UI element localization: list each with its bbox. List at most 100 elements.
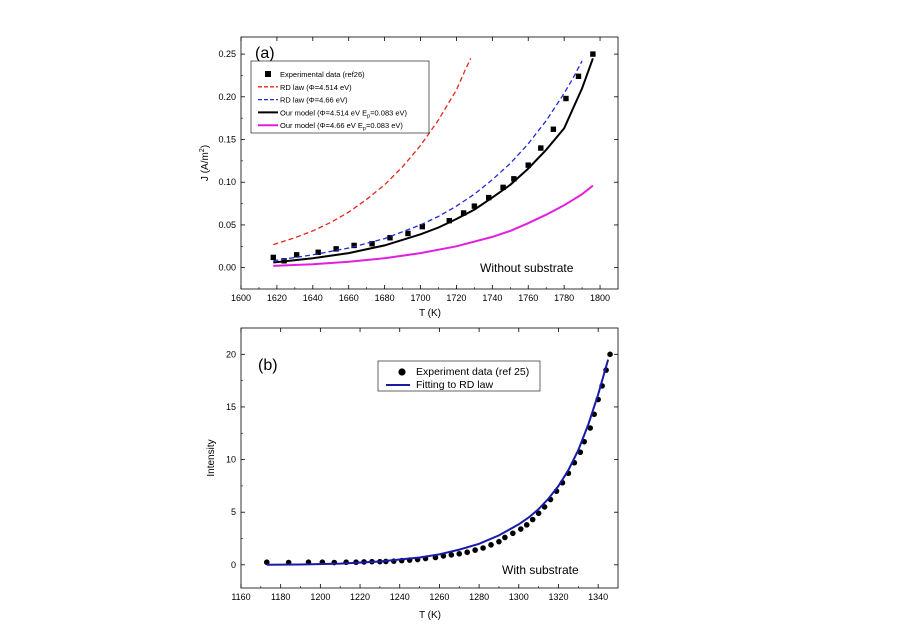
legend-label: Experimental data (ref26) xyxy=(280,70,365,79)
data-point xyxy=(500,184,506,191)
x-tick-label: 1340 xyxy=(588,592,608,602)
y-tick-label: 0.15 xyxy=(218,135,236,145)
data-point xyxy=(538,145,544,151)
x-tick-label: 1300 xyxy=(509,592,529,602)
data-point xyxy=(502,534,508,541)
data-point xyxy=(590,51,596,57)
legend-label: Our model (Φ=4.514 eV Ep=0.083 eV) xyxy=(280,108,408,119)
y-tick-label: 0.10 xyxy=(218,177,236,187)
x-tick-label: 1660 xyxy=(339,293,359,303)
data-point xyxy=(575,73,582,79)
y-tick-label: 10 xyxy=(226,455,236,465)
x-tick-label: 1180 xyxy=(271,592,290,602)
legend-label: Experiment data (ref 25) xyxy=(416,366,529,378)
y-tick-label: 5 xyxy=(231,507,236,517)
series-line xyxy=(273,184,594,267)
legend-b: Experiment data (ref 25)Fitting to RD la… xyxy=(377,360,541,392)
y-tick-label: 20 xyxy=(226,349,236,359)
series-line xyxy=(273,58,472,246)
x-tick-label: 1640 xyxy=(303,293,323,303)
y-tick-label: 0 xyxy=(231,560,236,570)
data-point xyxy=(293,252,300,258)
series-line xyxy=(266,359,610,566)
data-point xyxy=(523,522,530,528)
data-point xyxy=(472,547,478,553)
x-tick-label: 1200 xyxy=(310,592,330,602)
x-tick-label: 1220 xyxy=(350,592,370,602)
data-point xyxy=(529,516,536,523)
x-tick-label: 1800 xyxy=(590,293,610,303)
legend-a: Experimental data (ref26) RD law (Φ=4.514… xyxy=(250,60,430,134)
panel-b: 1160 1180 1200 1220 1240 1260 1280 1300 1320 1340… xyxy=(206,327,619,621)
x-tick-label: 1280 xyxy=(469,592,489,602)
data-point xyxy=(333,246,339,252)
data-point xyxy=(535,510,542,517)
legend-marker xyxy=(265,71,271,77)
y-tick-label: 0.05 xyxy=(218,220,236,230)
data-point xyxy=(387,235,393,241)
panel-label-a: (a) xyxy=(255,45,275,62)
plot-frame-a xyxy=(240,36,619,290)
annotation-a: Without substrate xyxy=(480,261,574,275)
x-tick-label: 1600 xyxy=(231,293,251,303)
data-point xyxy=(456,550,463,557)
x-tick-label: 1700 xyxy=(411,293,431,303)
y-tick-label: 0.25 xyxy=(218,49,236,59)
x-tick-label: 1720 xyxy=(446,293,466,303)
x-axis-title-b: T (K) xyxy=(419,610,441,621)
legend-label: Our model (Φ=4.66 eV Ep=0.083 eV) xyxy=(280,121,403,132)
y-axis-ticks-a: 0.00 0.05 0.10 0.15 0.20 0.25 xyxy=(218,49,618,273)
y-axis-title-b: Intensity xyxy=(206,439,217,476)
x-axis-title-a: T (K) xyxy=(419,308,441,319)
legend-label: RD law (Φ=4.66 eV) xyxy=(280,96,348,105)
x-axis-ticks-a: 1600 1620 1640 1660 1680 1700 1720 1740 1760 1780… xyxy=(231,37,610,303)
panel-label-b: (b) xyxy=(258,357,278,374)
data-point xyxy=(525,162,531,168)
annotation-b: With substrate xyxy=(502,563,579,577)
data-point xyxy=(419,223,426,230)
legend-marker xyxy=(398,368,406,376)
x-tick-label: 1240 xyxy=(390,592,410,602)
y-tick-label: 0.00 xyxy=(218,263,236,273)
data-point xyxy=(510,530,516,537)
data-point xyxy=(587,425,594,431)
data-point xyxy=(496,538,502,545)
series-line xyxy=(273,60,583,262)
x-tick-label: 1680 xyxy=(375,293,395,303)
data-point xyxy=(517,526,524,532)
legend-label: Fitting to RD law xyxy=(416,379,493,391)
x-tick-label: 1780 xyxy=(554,293,574,303)
y-axis-ticks-b: 0 5 10 15 20 xyxy=(226,349,618,570)
data-point xyxy=(488,542,494,548)
legend-box-a xyxy=(250,60,430,134)
data-point xyxy=(351,242,357,249)
x-tick-label: 1760 xyxy=(518,293,538,303)
data-point xyxy=(511,176,517,182)
series-line xyxy=(273,58,594,264)
data-point xyxy=(460,210,467,216)
x-axis-ticks-b: 1160 1180 1200 1220 1240 1260 1280 1300 1320 1340 xyxy=(231,328,608,602)
x-tick-label: 1320 xyxy=(548,592,568,602)
data-point xyxy=(563,95,569,102)
x-tick-label: 1740 xyxy=(482,293,502,303)
data-point xyxy=(263,559,270,566)
x-tick-label: 1160 xyxy=(231,592,250,602)
data-point xyxy=(446,217,452,224)
data-point xyxy=(486,194,492,201)
data-point xyxy=(550,126,557,132)
data-point xyxy=(270,254,277,261)
data-point xyxy=(464,549,471,556)
data-point xyxy=(448,552,455,558)
legend-label: RD law (Φ=4.514 eV) xyxy=(280,83,352,92)
data-point xyxy=(369,241,375,247)
panel-a: 1600 1620 1640 1660 1680 1700 1720 1740 1760 1780… xyxy=(199,36,619,319)
data-point xyxy=(315,249,321,255)
x-tick-label: 1260 xyxy=(429,592,449,602)
series-group-a xyxy=(270,51,596,267)
series-group-b xyxy=(263,351,613,566)
data-point xyxy=(607,351,613,358)
y-axis-title-a: J (A/m2) xyxy=(199,145,211,181)
y-tick-label: 0.20 xyxy=(218,92,236,102)
data-point xyxy=(471,203,478,209)
